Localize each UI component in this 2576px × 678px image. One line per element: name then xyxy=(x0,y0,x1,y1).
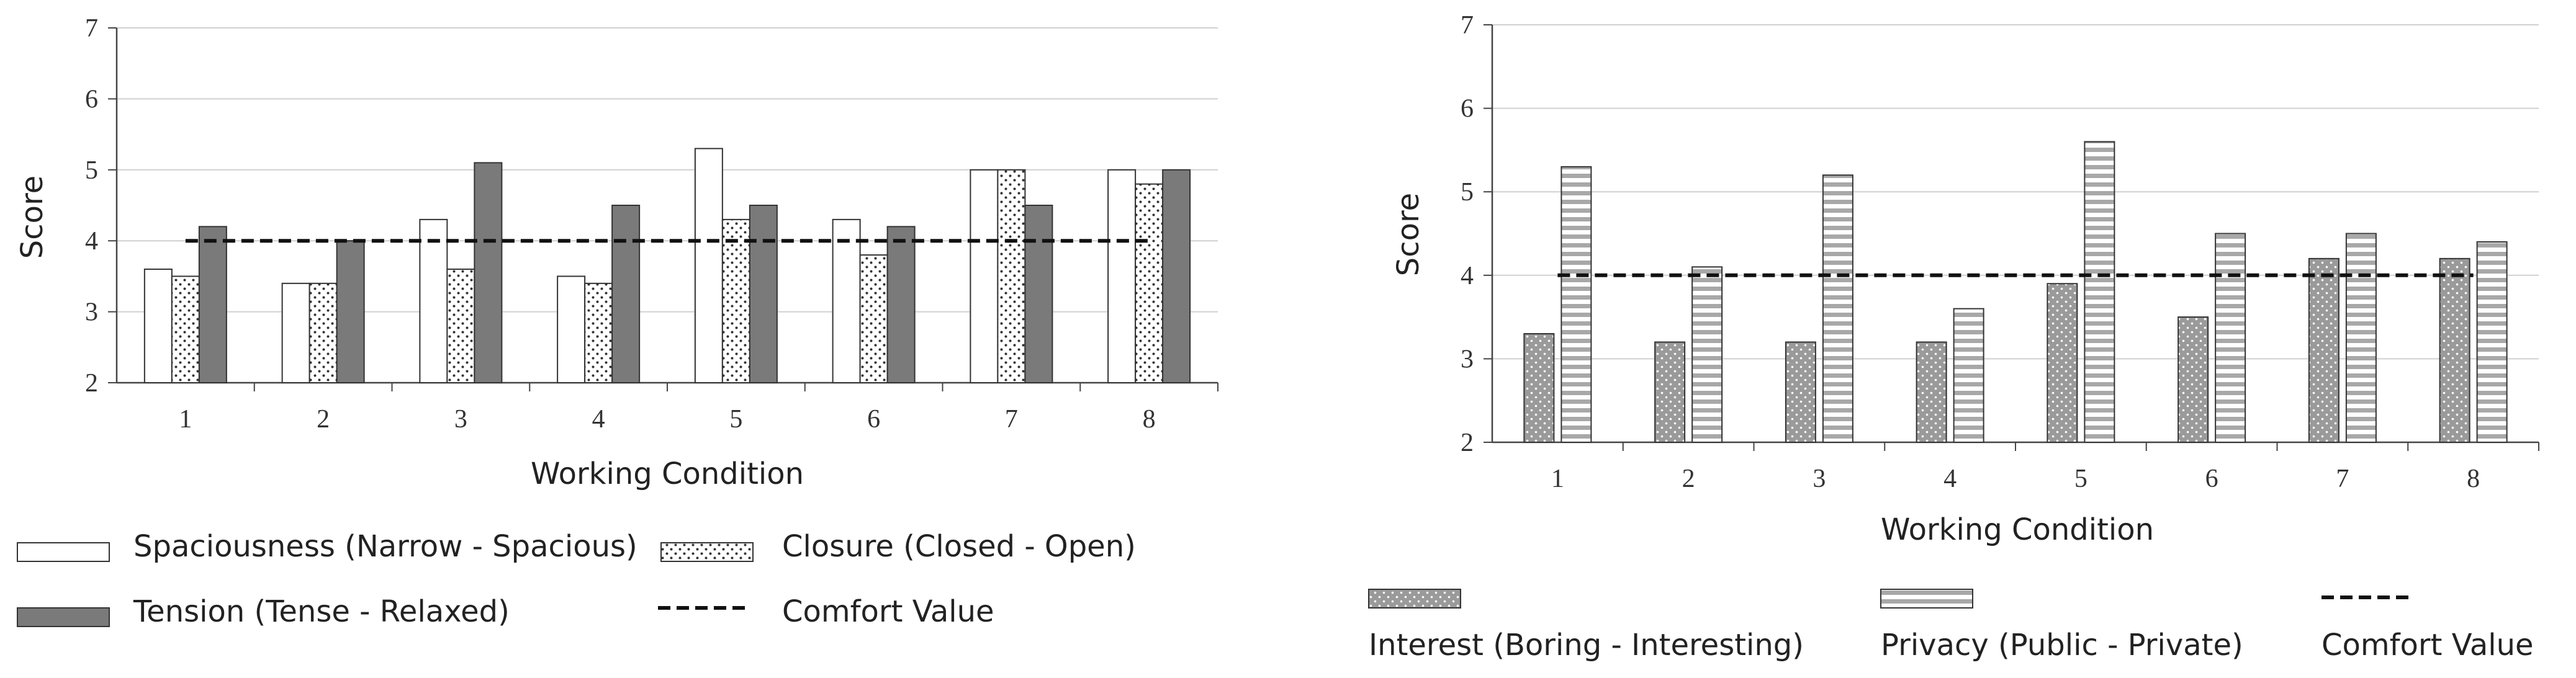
chart-left-bar-s2-c8 xyxy=(1135,183,1164,383)
chart-left-x-tick-label: 1 xyxy=(179,405,192,434)
chart-right-bars xyxy=(1523,141,2508,444)
chart-right-bar-s2-c1 xyxy=(1560,166,1592,443)
chart-right-bar-s2-c4 xyxy=(1953,308,1984,444)
chart-right-y-tick-label: 4 xyxy=(1461,262,1474,290)
chart-right-y-tick-label: 5 xyxy=(1461,178,1474,207)
chart-left-y-tick-label: 2 xyxy=(85,369,98,398)
chart-right-x-tick-label: 3 xyxy=(1813,465,1826,493)
chart-right-bar-s1-c2 xyxy=(1654,341,1686,443)
chart-right-bar-s2-c8 xyxy=(2476,241,2508,443)
chart-right-bar-s2-c5 xyxy=(2084,141,2115,443)
chart-left-x-axis-title: Working Condition xyxy=(531,457,804,491)
chart-left-bar-s1-c1 xyxy=(143,268,173,383)
chart-left-bar-s1-c8 xyxy=(1107,169,1137,383)
chart-left-bar-s3-c5 xyxy=(749,205,778,383)
chart-left-legend-label-comfort: Comfort Value xyxy=(782,594,994,629)
chart-right-bar-s1-c8 xyxy=(2439,257,2470,443)
chart-left-legend-label-3: Tension (Tense - Relaxed) xyxy=(133,594,510,629)
chart-right-bar-s1-c3 xyxy=(1785,341,1816,443)
chart-right-gridlines xyxy=(1492,24,2539,360)
chart-right-bar-s2-c7 xyxy=(2345,233,2377,443)
chart-left-legend-swatch-3 xyxy=(17,607,110,627)
chart-right-y-tick-label: 6 xyxy=(1461,95,1474,123)
chart-right-y-tick-label: 7 xyxy=(1461,11,1474,40)
chart-right-bar-s1-c1 xyxy=(1523,333,1555,444)
chart-left-bar-s1-c2 xyxy=(281,282,310,383)
chart-right-x-tick-label: 8 xyxy=(2467,465,2480,493)
chart-left-y-tick-label: 3 xyxy=(85,298,98,327)
chart-right-bar-s2-c6 xyxy=(2215,233,2246,443)
chart-left-x-tick-label: 6 xyxy=(867,405,880,434)
chart-right-axes xyxy=(1484,24,2539,451)
chart-right-bar-s1-c6 xyxy=(2177,316,2209,443)
chart-right-bar-s2-c3 xyxy=(1822,174,1853,443)
chart-left-bar-s2-c5 xyxy=(721,218,750,383)
chart-left-bar-s2-c4 xyxy=(584,282,613,383)
chart-left-legend-label-1: Spaciousness (Narrow - Spacious) xyxy=(133,529,637,564)
chart-right-y-axis-title: Score xyxy=(1391,193,1426,276)
chart-left-tick-labels: 2 3 4 5 6 7 1 2 3 4 5 6 7 8 xyxy=(85,14,1156,434)
chart-right-legend-label-1: Interest (Boring - Interesting) xyxy=(1369,628,1804,662)
chart-left-y-tick-label: 4 xyxy=(85,227,98,256)
chart-left-bar-s3-c7 xyxy=(1024,205,1053,383)
chart-left-bar-s1-c4 xyxy=(557,275,586,383)
chart-left-bar-s3-c6 xyxy=(886,226,916,383)
chart-left-bar-s3-c3 xyxy=(474,162,503,383)
chart-left-x-tick-label: 8 xyxy=(1143,405,1156,434)
chart-left-bar-s2-c6 xyxy=(859,254,888,383)
chart-left-bar-s2-c3 xyxy=(446,268,475,383)
chart-left-bar-s2-c2 xyxy=(308,282,338,383)
chart-left-x-tick-label: 4 xyxy=(592,405,605,434)
chart-left-bar-s1-c5 xyxy=(694,148,723,383)
chart-right-legend-swatch-1 xyxy=(1368,589,1461,609)
chart-left-legend-swatch-2 xyxy=(660,542,754,562)
chart-left-legend-swatch-1 xyxy=(17,542,110,562)
chart-left-bar-s3-c2 xyxy=(336,240,365,384)
chart-left: 2 3 4 5 6 7 1 2 3 4 5 6 7 8 Score Working Condition S… xyxy=(15,14,1218,629)
chart-left-bar-s3-c8 xyxy=(1162,169,1191,383)
chart-left-y-tick-label: 7 xyxy=(85,14,98,43)
chart-right-x-tick-label: 2 xyxy=(1682,465,1695,493)
chart-left-y-tick-label: 6 xyxy=(85,85,98,114)
chart-right-bar-s1-c7 xyxy=(2308,257,2340,443)
chart-left-bar-s3-c4 xyxy=(611,205,641,383)
chart-left-x-tick-label: 7 xyxy=(1005,405,1018,434)
chart-right-y-tick-label: 2 xyxy=(1461,429,1474,457)
chart-left-bar-s2-c7 xyxy=(997,169,1026,383)
chart-left-x-tick-label: 3 xyxy=(454,405,467,434)
chart-left-bar-s1-c3 xyxy=(419,218,448,383)
chart-right-bar-s2-c2 xyxy=(1691,266,1723,443)
chart-right-x-tick-label: 4 xyxy=(1943,465,1957,493)
chart-right-x-tick-label: 6 xyxy=(2205,465,2218,493)
chart-left-y-axis-title: Score xyxy=(15,176,50,259)
chart-left-bars xyxy=(143,148,1191,384)
chart-right-legend: Interest (Boring - Interesting) Privacy (… xyxy=(1368,589,2534,662)
chart-left-bar-s1-c7 xyxy=(970,169,999,383)
chart-right-legend-label-comfort: Comfort Value xyxy=(2322,628,2534,662)
chart-left-legend-label-2: Closure (Closed - Open) xyxy=(782,529,1136,564)
chart-right-x-axis-title: Working Condition xyxy=(1881,512,2154,547)
chart-right-legend-swatch-2 xyxy=(1880,589,1973,609)
chart-right-tick-labels: 2 3 4 5 6 7 1 2 3 4 5 6 7 8 xyxy=(1461,11,2480,493)
chart-right-bar-s1-c4 xyxy=(1916,341,1947,443)
chart-right-x-tick-label: 7 xyxy=(2336,465,2349,493)
chart-left-y-tick-label: 5 xyxy=(85,156,98,185)
chart-right-y-tick-label: 3 xyxy=(1461,345,1474,373)
chart-left-legend: Spaciousness (Narrow - Spacious) Closure … xyxy=(17,529,1136,629)
chart-right-x-tick-label: 5 xyxy=(2074,465,2087,493)
chart-left-bar-s2-c1 xyxy=(171,275,200,383)
chart-left-bar-s3-c1 xyxy=(198,226,227,383)
chart-left-bar-s1-c6 xyxy=(832,218,861,383)
chart-right-bar-s1-c5 xyxy=(2047,283,2078,444)
chart-right: 2 3 4 5 6 7 1 2 3 4 5 6 7 8 Score Working Condition I… xyxy=(1368,11,2539,662)
chart-right-x-tick-label: 1 xyxy=(1551,465,1564,493)
chart-right-legend-label-2: Privacy (Public - Private) xyxy=(1881,628,2243,662)
chart-left-x-tick-label: 2 xyxy=(317,405,330,434)
chart-left-x-tick-label: 5 xyxy=(729,405,742,434)
